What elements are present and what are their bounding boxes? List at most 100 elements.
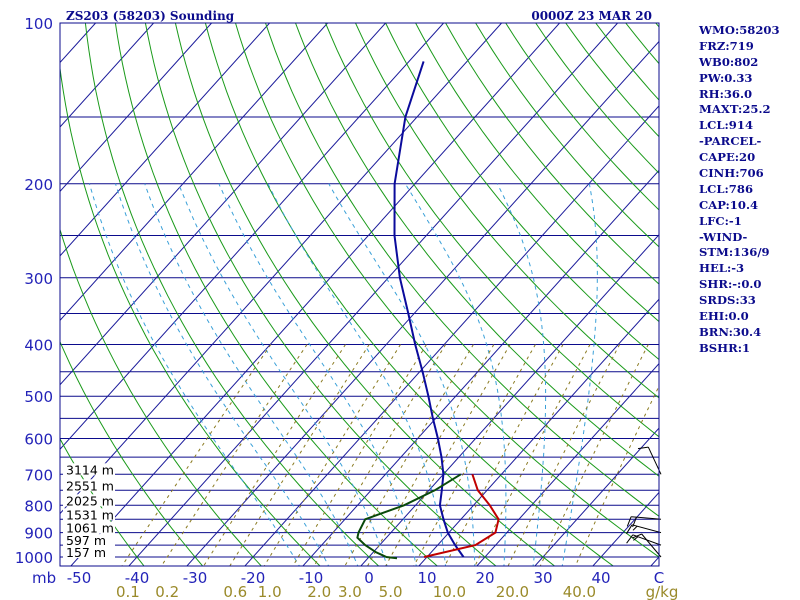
wind-barb-flag — [633, 536, 639, 541]
isotherm-line — [360, 234, 659, 566]
temperature-tick-label: 30 — [533, 569, 552, 587]
index-item: -WIND- — [699, 229, 748, 244]
isotherm-line — [476, 362, 659, 566]
index-item: RH:36.0 — [699, 86, 753, 101]
pressure-tick-label: 1000 — [15, 549, 53, 567]
moist-adiabat — [561, 183, 598, 566]
index-item: CAPE:20 — [699, 150, 756, 165]
index-item: LCL:914 — [699, 118, 754, 133]
isotherm-line — [244, 105, 659, 566]
dry-adiabat — [475, 23, 659, 248]
height-label: 3114 m — [66, 462, 114, 477]
dry-adiabat — [385, 23, 659, 361]
index-item: BRN:30.4 — [699, 324, 762, 339]
index-item: HEL:-3 — [699, 261, 745, 276]
temperature-tick-label: -10 — [299, 569, 324, 587]
isotherm-line — [60, 23, 328, 322]
wind-barb-layer — [626, 446, 662, 558]
wind-barb-flag — [637, 446, 649, 450]
dry-adiabat — [355, 23, 659, 399]
index-item: PW:0.33 — [699, 70, 753, 85]
mixing-ratio-line — [413, 344, 536, 566]
mixing-ratio-line — [313, 344, 447, 566]
isotherm-line — [186, 40, 659, 566]
mixing-ratio-line — [121, 344, 272, 566]
height-label-bg — [63, 508, 115, 521]
valid-time: 0000Z 23 MAR 20 — [531, 9, 652, 23]
mixing-ratio-tick-label: 20.0 — [496, 583, 529, 600]
dry-adiabat — [174, 23, 556, 566]
mixing-ratio-tick-label: 10.0 — [433, 583, 466, 600]
mixing-ratio-line — [474, 344, 591, 566]
mixing-ratio-tick-label: g/kg — [646, 583, 679, 600]
moist-adiabat — [496, 183, 547, 566]
height-label-bg — [63, 534, 115, 547]
grid-layer — [60, 23, 659, 566]
dry-adiabat — [204, 23, 615, 566]
index-item: FRZ:719 — [699, 38, 754, 53]
wind-barb-flag — [626, 516, 632, 527]
mixing-ratio-line — [292, 344, 427, 566]
dry-adiabat — [325, 23, 659, 438]
height-label: 2551 m — [66, 478, 114, 493]
pressure-unit-label: mb — [32, 569, 56, 587]
mixing-ratio-line — [263, 344, 401, 566]
mixing-ratio-line — [385, 344, 511, 566]
index-item: MAXT:25.2 — [699, 102, 771, 117]
wind-barb-staff — [641, 533, 662, 558]
index-item: WMO:58203 — [699, 23, 780, 37]
mixing-ratio-line — [444, 344, 564, 566]
mixing-ratio-line — [229, 344, 370, 566]
dry-adiabat — [505, 23, 659, 211]
index-item: EHI:0.0 — [699, 309, 749, 324]
temperature-tick-label: -20 — [241, 569, 266, 587]
mixing-ratio-line — [160, 344, 308, 566]
index-item: CINH:706 — [699, 166, 764, 181]
height-label-bg — [63, 521, 115, 534]
moist-adiabat — [144, 183, 359, 566]
wind-barb-flag — [626, 524, 633, 534]
index-item: WB0:802 — [699, 54, 759, 69]
pressure-tick-label: 800 — [24, 497, 53, 515]
station-title: ZS203 (58203) Sounding — [66, 9, 235, 23]
temperature-tick-label: 20 — [475, 569, 494, 587]
dry-adiabat — [445, 23, 659, 285]
pressure-tick-label: 100 — [24, 15, 53, 33]
temperature-tick-label: 40 — [591, 569, 610, 587]
temperature-tick-label: -30 — [183, 569, 208, 587]
trace-layer — [356, 61, 500, 560]
height-label-bg — [63, 463, 115, 476]
index-item: SRDS:33 — [699, 293, 756, 308]
temperature-tick-label: -40 — [125, 569, 150, 587]
index-item: BSHR:1 — [699, 340, 751, 355]
pressure-tick-label: 200 — [24, 176, 53, 194]
mixing-ratio-line — [507, 344, 621, 566]
dry-adiabat — [144, 23, 497, 566]
moist-adiabat — [218, 183, 417, 566]
pressure-tick-label: 900 — [24, 525, 53, 543]
mixing-ratio-tick-label: 3.0 — [338, 583, 362, 600]
height-label: 597 m — [66, 533, 106, 548]
temperature-trace — [393, 61, 465, 558]
height-label-bg — [63, 479, 115, 492]
mixing-ratio-line — [344, 344, 474, 566]
isotherm-line — [60, 23, 212, 193]
dry-adiabat — [415, 23, 659, 323]
isotherm-line — [534, 427, 659, 566]
index-item: LCL:786 — [699, 181, 754, 196]
dry-adiabat — [535, 23, 659, 174]
height-label-bg — [63, 494, 115, 507]
pressure-tick-label: 600 — [24, 431, 53, 449]
mixing-ratio-tick-label: 1.0 — [258, 583, 282, 600]
mixing-ratio-tick-label: 0.1 — [116, 583, 140, 600]
dry-adiabat — [265, 23, 659, 517]
height-label: 157 m — [66, 545, 106, 560]
dry-adiabat — [295, 23, 659, 477]
isotherm-line — [128, 23, 618, 566]
dry-adiabat — [60, 228, 262, 566]
dry-adiabat — [235, 23, 659, 558]
mixing-ratio-tick-label: 2.0 — [307, 583, 331, 600]
pressure-tick-label: 500 — [24, 388, 53, 406]
